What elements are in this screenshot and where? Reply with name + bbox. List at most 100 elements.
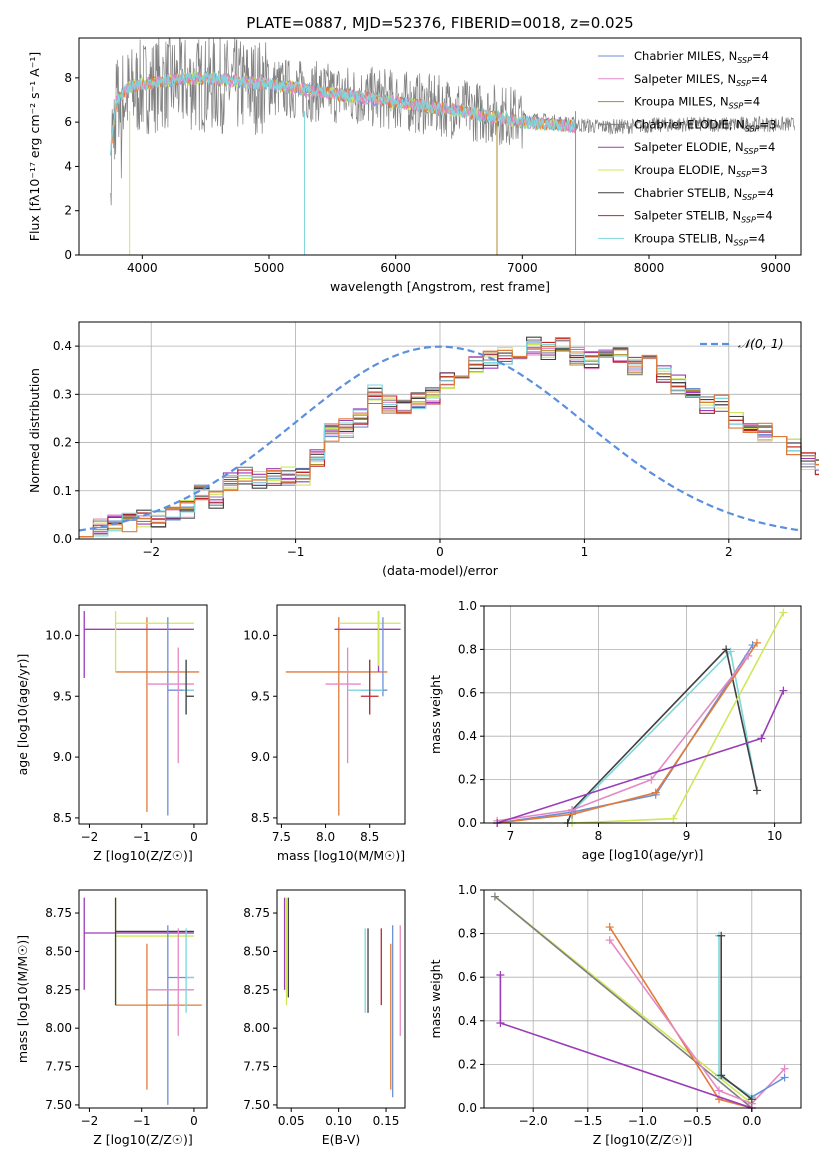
chart-age_mass: 7.5 8.0 8.5 8.5 9.0 9.5 10.0 mass [log10(M/M☉)] (243, 604, 406, 863)
axes-box (276, 604, 406, 825)
legend-value: =4 (756, 209, 773, 223)
chart-mass_ebv: 0.05 0.10 0.15 7.50 7.75 8.00 8.25 8.50 8.75 E(B-… (243, 889, 406, 1147)
x-tick-label: −0.5 (683, 1114, 712, 1128)
legend-value: =4 (757, 186, 774, 200)
y-tick-label: 0.4 (53, 339, 72, 353)
x-tick-label: 0 (190, 830, 198, 844)
legend-subscript: SSP (741, 216, 756, 225)
weight-marker (757, 734, 766, 743)
x-tick-label: 7.5 (272, 830, 291, 844)
histogram-step (79, 342, 819, 538)
model-spectrum (110, 70, 576, 156)
weight-marker (752, 638, 761, 647)
x-tick-label: 10 (767, 829, 782, 843)
plot-area (285, 611, 401, 816)
y-tick-label: 9.0 (251, 750, 270, 764)
axes-frame: −2.0 −1.5 −1.0 −0.5 0.0 0.0 0.2 0.4 0.6 0.8 1.0 Z [… (428, 883, 802, 1147)
weight-marker (722, 645, 731, 654)
legend-value: =4 (748, 231, 765, 245)
y-tick-label: 7.50 (243, 1098, 270, 1112)
x-tick-label: 4000 (127, 261, 158, 275)
weight-marker (717, 931, 726, 940)
y-tick-label: 0.1 (53, 484, 72, 498)
y-tick-label: 4 (64, 159, 72, 173)
x-tick-label: 1 (581, 545, 589, 559)
weight-line (497, 642, 758, 824)
y-tick-label: 0.2 (53, 436, 72, 450)
y-tick-label: 0.6 (458, 970, 477, 984)
y-tick-label: 8.5 (251, 811, 270, 825)
x-axis-label: mass [log10(M/M☉)] (277, 848, 405, 863)
legend-entry: 𝒩(0, 1) (738, 336, 784, 351)
model-spectrum (110, 70, 576, 156)
y-tick-label: 8.5 (53, 811, 72, 825)
y-tick-label: 0.8 (458, 927, 477, 941)
weight-marker (780, 1064, 789, 1073)
legend-entry: Kroupa STELIB, NSSP=4 (634, 231, 765, 247)
y-tick-label: 1.0 (458, 599, 477, 613)
histogram-step (79, 337, 819, 538)
y-tick-label: 9.5 (251, 689, 270, 703)
chart-residuals: −2 −1 0 1 2 0.0 0.1 0.2 0.3 0.4 (data-model)/error… (27, 321, 819, 578)
weight-line (494, 895, 753, 1109)
y-tick-label: 8.50 (243, 944, 270, 958)
y-tick-label: 2 (64, 204, 72, 218)
x-tick-label: 0.05 (278, 1114, 305, 1128)
axes-box (276, 889, 406, 1109)
x-tick-label: −1 (287, 545, 305, 559)
weight-line (609, 926, 753, 1109)
x-axis-label: Z [log10(Z/Z☉)] (593, 1132, 693, 1147)
plot-area (493, 608, 788, 827)
weight-marker (744, 651, 753, 660)
y-tick-label: 0.3 (53, 387, 72, 401)
chart-spectrum: 4000 5000 6000 7000 8000 9000 0 2 4 6 8 wavelength … (27, 37, 802, 294)
weight-line (497, 644, 754, 824)
legend-subscript: SSP (744, 147, 759, 156)
weight-marker (651, 788, 660, 797)
legend-value: =3 (751, 163, 768, 177)
legend-value: =4 (758, 140, 775, 154)
axes-box (78, 604, 208, 825)
plot-area (78, 336, 819, 538)
y-tick-label: 1.0 (458, 883, 477, 897)
axes-frame: 7 8 9 10 0.0 0.2 0.4 0.6 0.8 1.0 age [log10(age/yr… (428, 599, 802, 862)
y-tick-label: 8.00 (243, 1021, 270, 1035)
weight-line (720, 935, 753, 1100)
axes-frame: 7.5 8.0 8.5 8.5 9.0 9.5 10.0 mass [log10(M/M☉)] (243, 604, 406, 863)
weight-line (718, 935, 753, 1098)
legend-subscript: SSP (745, 124, 760, 133)
legend-subscript: SSP (734, 238, 749, 247)
x-axis-label: wavelength [Angstrom, rest frame] (330, 279, 550, 294)
y-tick-label: 0.0 (458, 1101, 477, 1115)
chart-weight_Z: −2.0 −1.5 −1.0 −0.5 0.0 0.0 0.2 0.4 0.6 0.8 1.0 Z [… (428, 883, 802, 1147)
x-axis-label: age [log10(age/yr)] (582, 847, 704, 862)
y-tick-label: 0.2 (458, 1057, 477, 1071)
plot-area (110, 38, 796, 255)
observed-spectrum (110, 38, 796, 206)
legend-subscript: SSP (729, 102, 744, 111)
y-tick-label: 7.75 (243, 1060, 270, 1074)
x-tick-label: 8000 (634, 261, 665, 275)
weight-marker (779, 608, 788, 617)
x-tick-label: −2 (81, 830, 99, 844)
weight-line (496, 690, 785, 824)
x-tick-label: −1.0 (628, 1114, 657, 1128)
y-axis-label: age [log10(age/yr)] (15, 654, 30, 776)
x-tick-label: 7 (507, 829, 515, 843)
weight-marker (496, 1018, 505, 1027)
weight-line (497, 655, 749, 822)
y-tick-label: 0.8 (458, 642, 477, 656)
weight-marker (490, 892, 499, 901)
plot-area (490, 892, 789, 1112)
x-tick-label: 6000 (380, 261, 411, 275)
x-tick-label: 0 (190, 1114, 198, 1128)
plot-area (83, 897, 202, 1105)
axes-box (483, 605, 802, 824)
x-axis-label: Z [log10(Z/Z☉)] (93, 848, 193, 863)
chart-weight_age: 7 8 9 10 0.0 0.2 0.4 0.6 0.8 1.0 age [log10(age/yr… (428, 599, 802, 862)
histogram-step (79, 346, 819, 538)
plot-area (283, 897, 401, 1098)
weight-marker (717, 1071, 726, 1080)
y-tick-label: 9.0 (53, 750, 72, 764)
weight-line (609, 939, 786, 1105)
